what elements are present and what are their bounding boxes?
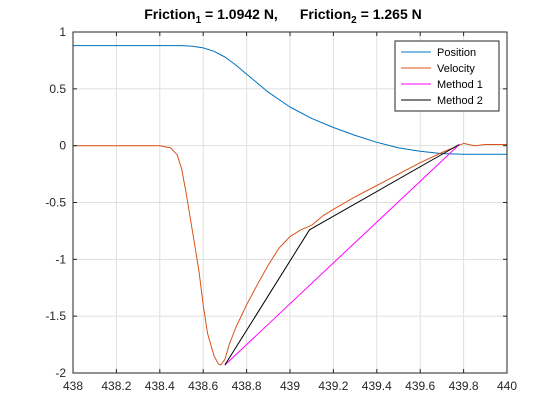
legend-label: Velocity (437, 63, 475, 75)
x-tick-label: 439.4 (362, 379, 392, 393)
legend-label: Method 2 (437, 95, 483, 107)
x-tick-label: 439.8 (449, 379, 479, 393)
x-tick-label: 439 (280, 379, 300, 393)
legend: Position Velocity Method 1 Method 2 (394, 40, 500, 112)
x-tick-label: 438 (63, 379, 83, 393)
axes: 438 438.2 438.4 438.6 438.8 439 439.2 439.4 439.… (45, 25, 517, 393)
legend-label: Method 1 (437, 79, 483, 91)
x-tick-label: 438.6 (188, 379, 218, 393)
x-tick-label: 438.8 (232, 379, 262, 393)
y-tick-label: -1.5 (45, 309, 66, 323)
series-line-position (73, 45, 507, 155)
x-tick-label: 440 (497, 379, 517, 393)
series-line-method-1 (224, 144, 460, 366)
title-part1-main: Friction (144, 6, 195, 22)
series-line-method-2 (224, 144, 460, 366)
x-tick-label: 438.2 (101, 379, 131, 393)
y-tick-label: -2 (55, 366, 66, 380)
chart-title: Friction1 = 1.0942 N, Friction2 = 1.265 N (144, 6, 421, 26)
y-tick-label: 0 (59, 139, 66, 153)
title-part1-sub: 1 (196, 15, 202, 26)
series-line-velocity (73, 142, 507, 366)
y-tick-label: 0.5 (49, 82, 66, 96)
title-part2-sub: 2 (351, 15, 357, 26)
title-part1-rest: = 1.0942 N, (201, 6, 278, 22)
title-part2-main: Friction (300, 6, 351, 22)
plot-area (73, 45, 507, 366)
y-tick-label: -1 (55, 252, 66, 266)
x-tick-label: 439.6 (405, 379, 435, 393)
y-tick-label: -0.5 (45, 196, 66, 210)
legend-box (394, 40, 500, 112)
legend-label: Position (437, 47, 476, 59)
y-tick-label: 1 (59, 25, 66, 39)
x-tick-label: 439.2 (318, 379, 348, 393)
title-part2-rest: = 1.265 N (357, 6, 422, 22)
x-tick-label: 438.4 (145, 379, 175, 393)
